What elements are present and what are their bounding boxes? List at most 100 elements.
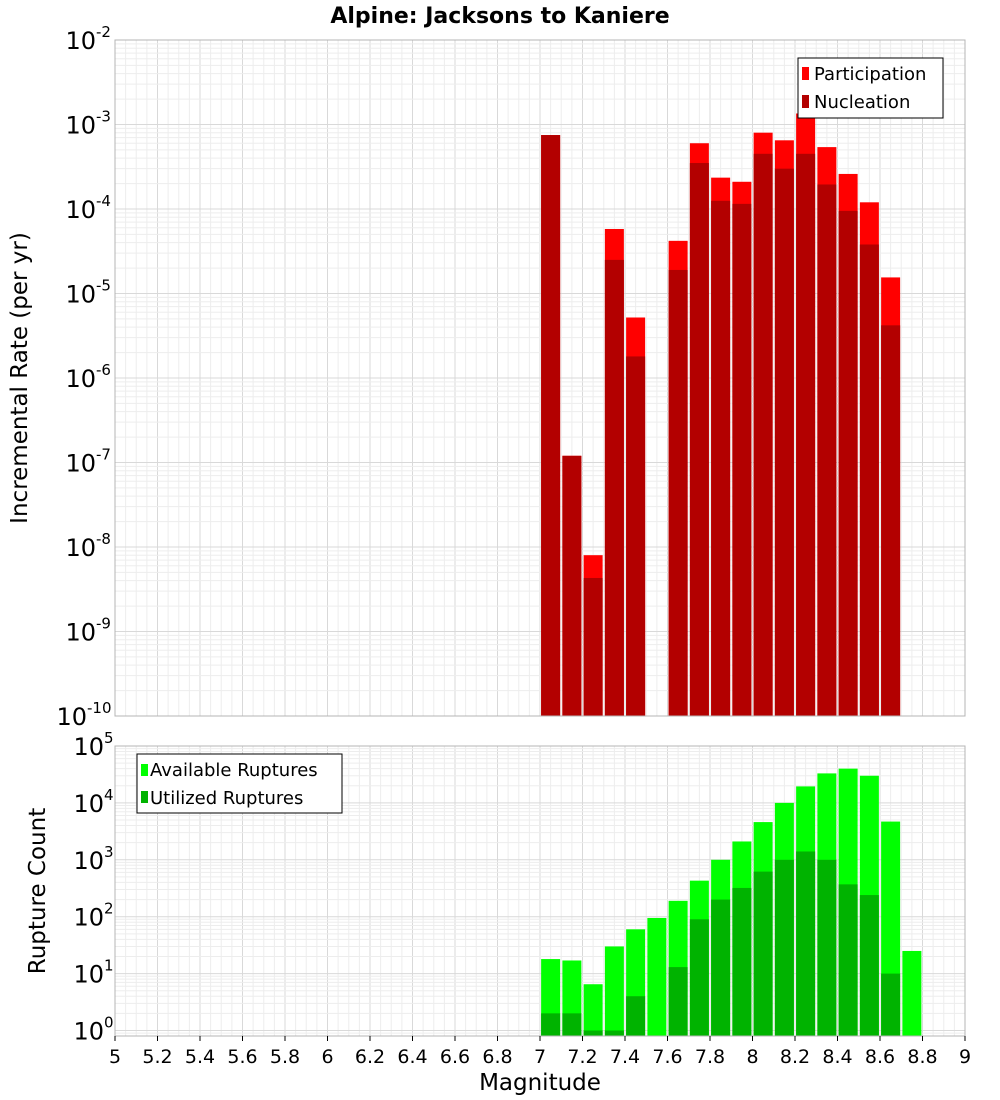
x-tick-label: 8.4	[822, 1046, 852, 1068]
y-tick-base: 10	[65, 112, 96, 140]
bottom-y-axis-label: Rupture Count	[25, 808, 51, 974]
top-bars	[541, 113, 901, 717]
x-tick-label: 6.6	[440, 1046, 470, 1068]
top-legend: Participation Nucleation	[797, 57, 944, 119]
bottom-bar-utilized-ruptures	[562, 1013, 582, 1036]
y-tick-exponent: -7	[96, 446, 111, 464]
bottom-legend-box	[136, 753, 343, 814]
y-tick-exponent: 2	[104, 900, 114, 918]
y-tick-exponent: -2	[96, 23, 111, 41]
legend-label-available: Available Ruptures	[150, 760, 318, 781]
y-tick-base: 10	[73, 961, 104, 989]
y-tick-exponent: 1	[104, 957, 114, 975]
y-tick-label: 10 2	[73, 900, 113, 932]
top-bar-nucleation	[796, 153, 816, 717]
x-tick-label: 8.6	[865, 1046, 895, 1068]
x-tick-label: 5	[109, 1046, 121, 1068]
y-tick-exponent: -4	[96, 192, 111, 210]
top-grid	[114, 39, 966, 717]
top-bar-nucleation	[626, 356, 646, 716]
top-bar-nucleation	[881, 325, 901, 716]
top-bar-nucleation	[711, 200, 731, 717]
y-tick-exponent: -8	[96, 530, 111, 548]
y-tick-base: 10	[73, 1017, 104, 1045]
bottom-bar-utilized-ruptures	[753, 871, 773, 1036]
x-tick-label: 7.2	[567, 1046, 597, 1068]
top-bar-nucleation	[774, 168, 794, 717]
top-bar-nucleation	[859, 244, 879, 716]
legend-label-participation: Participation	[814, 64, 926, 85]
y-tick-exponent: -6	[96, 361, 111, 379]
y-tick-base: 10	[56, 703, 87, 731]
x-tick-label: 9	[959, 1046, 971, 1068]
y-tick-exponent: -3	[96, 108, 111, 126]
y-tick-base: 10	[73, 733, 104, 761]
x-tick-label: 5.4	[185, 1046, 215, 1068]
bottom-bar-utilized-ruptures	[583, 1030, 603, 1036]
y-tick-base: 10	[73, 790, 104, 818]
legend-swatch-participation	[802, 67, 809, 80]
bottom-bar-utilized-ruptures	[604, 1030, 624, 1036]
y-tick-label: 10 -2	[65, 23, 111, 55]
x-tick-label: 6.4	[397, 1046, 427, 1068]
y-tick-label: 10 4	[73, 786, 113, 818]
bottom-bar-utilized-ruptures	[774, 859, 794, 1036]
y-tick-base: 10	[65, 196, 96, 224]
bottom-bar-available-ruptures	[583, 984, 603, 1036]
bottom-bar-utilized-ruptures	[668, 967, 688, 1036]
y-tick-label: 10 -10	[56, 699, 111, 731]
y-tick-label: 10 -3	[65, 108, 111, 140]
top-bar-nucleation	[541, 135, 561, 717]
x-tick-label: 7.8	[695, 1046, 725, 1068]
y-tick-label: 10 -4	[65, 192, 111, 224]
x-tick-label: 6	[321, 1046, 333, 1068]
y-tick-base: 10	[65, 365, 96, 393]
x-tick-label: 6.2	[355, 1046, 385, 1068]
y-tick-exponent: 4	[104, 786, 114, 804]
y-tick-exponent: 5	[104, 729, 114, 747]
legend-label-nucleation: Nucleation	[814, 92, 910, 113]
top-bar-nucleation	[562, 455, 582, 716]
x-tick-label: 6.8	[482, 1046, 512, 1068]
bottom-bar-utilized-ruptures	[541, 1013, 561, 1036]
y-tick-base: 10	[65, 450, 96, 478]
top-bar-nucleation	[604, 259, 624, 716]
y-tick-base: 10	[65, 534, 96, 562]
y-tick-label: 10 0	[73, 1013, 113, 1045]
y-tick-exponent: 0	[104, 1013, 114, 1031]
bottom-bar-utilized-ruptures	[711, 899, 731, 1036]
x-tick-label: 8	[746, 1046, 758, 1068]
top-legend-box	[797, 57, 944, 119]
y-tick-label: 10 -8	[65, 530, 111, 562]
y-tick-label: 10 -7	[65, 446, 111, 478]
legend-swatch-utilized	[141, 791, 148, 803]
y-tick-exponent: -5	[96, 277, 111, 295]
y-tick-label: 10 -6	[65, 361, 111, 393]
bottom-bar-utilized-ruptures	[838, 884, 858, 1036]
bottom-bar-available-ruptures	[647, 917, 667, 1036]
top-bar-nucleation	[583, 577, 603, 716]
y-tick-base: 10	[73, 847, 104, 875]
top-y-axis-label: Incremental Rate (per yr)	[7, 232, 33, 524]
y-tick-exponent: 3	[104, 843, 114, 861]
bottom-bar-utilized-ruptures	[689, 919, 709, 1036]
y-tick-base: 10	[65, 27, 96, 55]
x-tick-label: 7.6	[652, 1046, 682, 1068]
x-tick-label: 7	[534, 1046, 546, 1068]
x-tick-label: 5.2	[142, 1046, 172, 1068]
bottom-bar-utilized-ruptures	[732, 887, 752, 1036]
y-tick-exponent: -10	[87, 699, 112, 717]
y-tick-label: 10 5	[73, 729, 113, 761]
legend-swatch-nucleation	[802, 95, 809, 108]
y-tick-label: 10 -5	[65, 277, 111, 309]
bottom-bar-available-ruptures	[604, 946, 624, 1036]
y-tick-label: 10 -9	[65, 615, 111, 647]
x-tick-label: 8.2	[780, 1046, 810, 1068]
y-tick-label: 10 1	[73, 957, 113, 989]
x-tick-label: 5.6	[227, 1046, 257, 1068]
x-tick-label: 5.8	[270, 1046, 300, 1068]
bottom-legend: Available Ruptures Utilized Ruptures	[136, 753, 343, 814]
